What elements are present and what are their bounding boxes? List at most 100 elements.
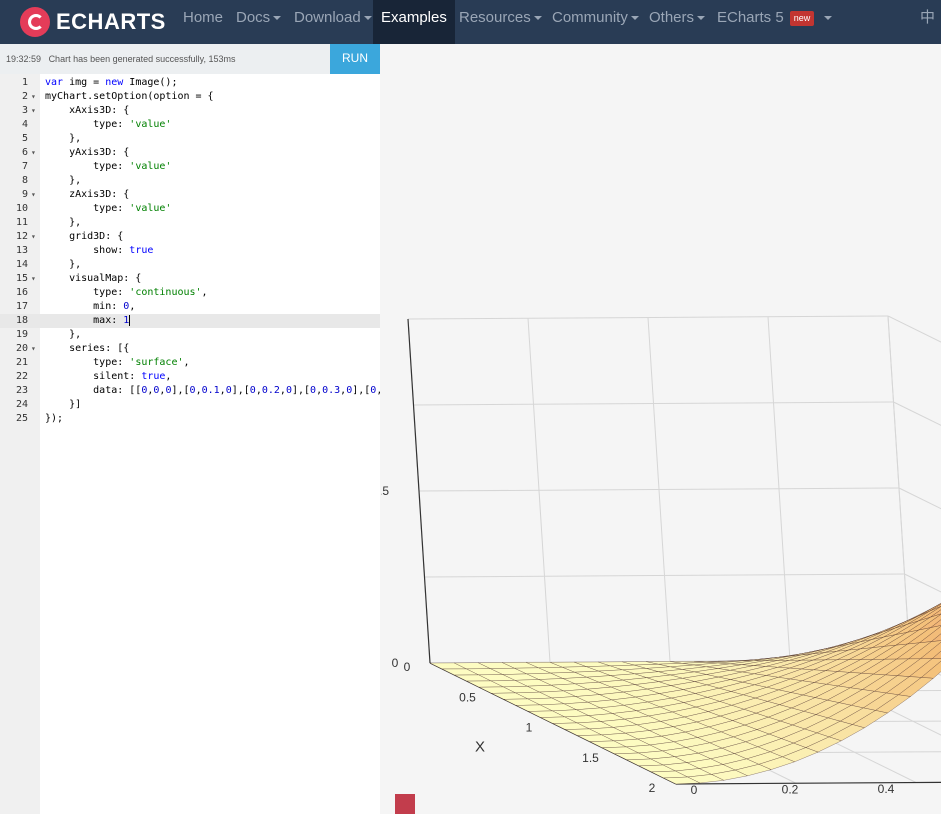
visualmap-handle[interactable] <box>395 794 415 814</box>
x-tick-label: 0 <box>404 660 411 674</box>
code-text: type: 'value' <box>45 203 172 214</box>
nav-language[interactable]: 中文 <box>920 9 936 62</box>
line-number-gutter <box>0 74 40 814</box>
line-number: 7 <box>21 161 28 172</box>
line-number: 17 <box>15 301 28 312</box>
chevron-down-icon <box>824 16 833 21</box>
code-text: show: true <box>45 245 154 256</box>
nav-label: Community <box>552 9 628 26</box>
fold-toggle-icon[interactable]: ▾ <box>31 344 36 353</box>
line-number: 16 <box>15 287 28 298</box>
code-line[interactable]: 2 ▾ myChart.setOption(option = { <box>0 90 380 104</box>
line-number: 25 <box>15 413 28 424</box>
fold-toggle-icon[interactable]: ▾ <box>31 92 36 101</box>
code-line[interactable]: 20 ▾ series: [{ <box>0 342 380 356</box>
echarts-logo-icon <box>20 7 50 37</box>
code-line[interactable]: 22 silent: true, <box>0 370 380 384</box>
code-line[interactable]: 18 max: 1 <box>0 314 380 328</box>
nav-others[interactable]: Others <box>649 0 706 44</box>
code-line[interactable]: 25}); <box>0 412 380 426</box>
status-message: 19:32:59 Chart has been generated succes… <box>6 54 236 64</box>
code-text: }, <box>45 259 82 270</box>
code-text: var img = new Image(); <box>45 77 178 88</box>
editor-status-bar: 19:32:59 Chart has been generated succes… <box>0 44 380 74</box>
code-line[interactable]: 19 }, <box>0 328 380 342</box>
nav-label: Others <box>649 9 695 26</box>
chevron-down-icon <box>533 16 542 21</box>
line-number: 24 <box>15 399 28 410</box>
fold-toggle-icon[interactable]: ▾ <box>31 190 36 199</box>
code-text: }, <box>45 329 82 340</box>
line-number: 15 <box>15 273 28 284</box>
nav-echarts-5[interactable]: ECharts 5 new <box>717 0 833 44</box>
code-line[interactable]: 7 type: 'value' <box>0 160 380 174</box>
code-line[interactable]: 6 ▾ yAxis3D: { <box>0 146 380 160</box>
z-axis-line <box>407 318 431 664</box>
code-line[interactable]: 12 ▾ grid3D: { <box>0 230 380 244</box>
grid-line <box>424 573 905 578</box>
code-line[interactable]: 21 type: 'surface', <box>0 356 380 370</box>
x-tick-label: 0.5 <box>459 690 476 704</box>
code-line[interactable]: 11 }, <box>0 216 380 230</box>
line-number: 3 <box>21 105 28 116</box>
y-tick-label: 0.2 <box>782 782 799 796</box>
code-line[interactable]: 9 ▾ zAxis3D: { <box>0 188 380 202</box>
code-line[interactable]: 17 min: 0, <box>0 300 380 314</box>
line-number: 9 <box>21 189 28 200</box>
x-tick-label: 1.5 <box>582 751 599 765</box>
code-text: grid3D: { <box>45 231 124 242</box>
code-line[interactable]: 23 data: [[0,0,0],[0,0.1,0],[0,0.2,0],[0… <box>0 384 380 398</box>
chevron-down-icon <box>273 16 282 21</box>
fold-toggle-icon[interactable]: ▾ <box>31 148 36 157</box>
line-number: 12 <box>15 231 28 242</box>
code-text: }] <box>45 399 82 410</box>
code-line[interactable]: 16 type: 'continuous', <box>0 286 380 300</box>
chevron-down-icon <box>363 16 372 21</box>
code-text: data: [[0,0,0],[0,0.1,0],[0,0.2,0],[0,0.… <box>45 385 380 396</box>
nav-resources[interactable]: Resources <box>459 0 542 44</box>
code-editor[interactable]: 1 var img = new Image(); 2 ▾ myChart.setOpti… <box>0 74 380 814</box>
top-navbar: ECHARTS Home Docs Download Examples Resource… <box>0 0 941 62</box>
code-line[interactable]: 15 ▾ visualMap: { <box>0 272 380 286</box>
nav-docs[interactable]: Docs <box>236 0 282 44</box>
text-cursor <box>129 314 131 326</box>
grid-line <box>887 315 941 343</box>
nav-download[interactable]: Download <box>294 0 372 44</box>
grid-line <box>418 487 900 492</box>
code-text: type: 'continuous', <box>45 287 208 298</box>
code-line[interactable]: 24 }] <box>0 398 380 412</box>
nav-label: ECharts 5 <box>717 9 784 26</box>
code-text: myChart.setOption(option = { <box>45 91 214 102</box>
code-line[interactable]: 5 }, <box>0 132 380 146</box>
code-line[interactable]: 13 show: true <box>0 244 380 258</box>
nav-home[interactable]: Home <box>183 0 223 44</box>
nav-community[interactable]: Community <box>552 0 639 44</box>
surface-cell <box>663 776 701 785</box>
code-line[interactable]: 4 type: 'value' <box>0 118 380 132</box>
echarts-logo[interactable]: ECHARTS <box>20 4 166 40</box>
code-line[interactable]: 1 var img = new Image(); <box>0 76 380 90</box>
code-line[interactable]: 8 }, <box>0 174 380 188</box>
fold-toggle-icon[interactable]: ▾ <box>31 106 36 115</box>
x-tick-label: 1 <box>526 721 533 735</box>
code-text: }, <box>45 133 82 144</box>
code-line[interactable]: 3 ▾ xAxis3D: { <box>0 104 380 118</box>
y-axis-line <box>675 781 941 785</box>
code-line[interactable]: 10 type: 'value' <box>0 202 380 216</box>
line-number: 18 <box>15 315 28 326</box>
line-number: 11 <box>15 217 28 228</box>
code-text: min: 0, <box>45 301 136 312</box>
run-button[interactable]: RUN <box>330 44 380 74</box>
nav-examples[interactable]: Examples <box>373 0 455 44</box>
fold-toggle-icon[interactable]: ▾ <box>31 232 36 241</box>
line-number: 21 <box>15 357 28 368</box>
nav-label: Resources <box>459 9 531 26</box>
code-line[interactable]: 14 }, <box>0 258 380 272</box>
y-tick-label: 0.4 <box>878 782 895 796</box>
code-text: zAxis3D: { <box>45 189 130 200</box>
line-number: 4 <box>21 119 28 130</box>
line-number: 10 <box>15 203 28 214</box>
fold-toggle-icon[interactable]: ▾ <box>31 274 36 283</box>
